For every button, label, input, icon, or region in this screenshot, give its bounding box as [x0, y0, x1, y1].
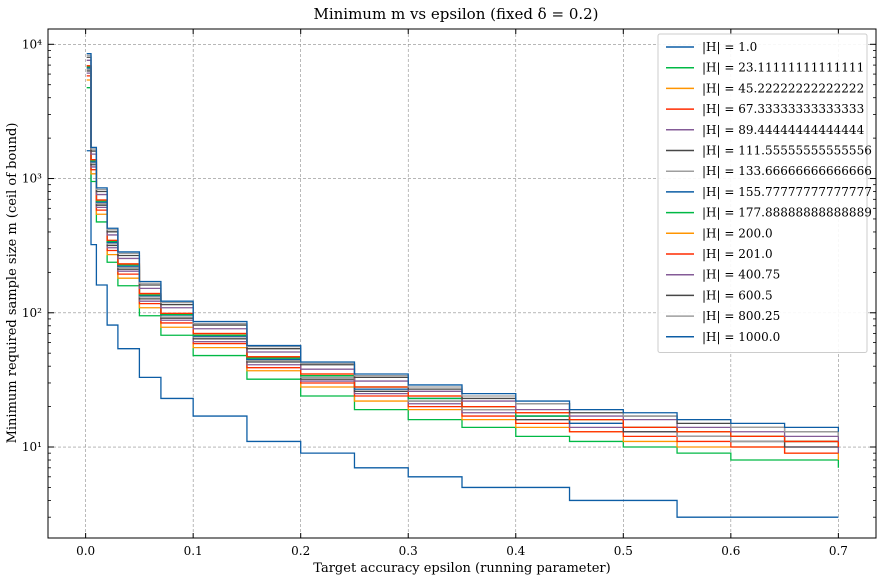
legend-label: |H| = 201.0 — [702, 247, 773, 261]
x-tick-label: 0.3 — [399, 544, 418, 558]
legend-label: |H| = 400.75 — [702, 268, 780, 282]
legend-label: |H| = 67.33333333333333 — [702, 102, 864, 116]
plot-frame — [47, 28, 877, 539]
y-axis-label: Minimum required sample size m (ceil of … — [5, 123, 20, 444]
series-line-5 — [86, 70, 839, 448]
series-line-2 — [86, 79, 840, 461]
series-line-14 — [86, 52, 840, 432]
legend-label: |H| = 111.55555555555556 — [702, 144, 872, 158]
y-tick-label: 10⁴ — [22, 37, 42, 51]
x-tick-label: 0.0 — [76, 544, 95, 558]
chart-title: Minimum m vs epsilon (fixed δ = 0.2) — [313, 5, 598, 23]
legend-label: |H| = 177.88888888888889 — [702, 206, 872, 220]
x-tick-label: 0.7 — [829, 544, 848, 558]
legend-label: |H| = 600.5 — [702, 288, 773, 302]
legend-box — [657, 33, 868, 353]
legend-label: |H| = 155.77777777777777 — [702, 185, 872, 199]
x-tick-label: 0.4 — [506, 544, 525, 558]
legend-label: |H| = 45.22222222222222 — [702, 81, 864, 95]
legend-label: |H| = 133.66666666666666 — [702, 164, 872, 178]
y-tick-label: 10³ — [22, 172, 42, 186]
legend-label: |H| = 89.44444444444444 — [702, 123, 865, 137]
legend-label: |H| = 800.25 — [702, 309, 780, 323]
x-tick-label: 0.1 — [184, 544, 203, 558]
legend-label: |H| = 1000.0 — [702, 330, 780, 344]
legend-label: |H| = 200.0 — [702, 226, 773, 240]
ticks: 0.0 0.1 0.2 0.3 0.4 0.5 0.6 0.7 10¹ 10² 10³ 10⁴ — [22, 29, 876, 558]
x-tick-label: 0.6 — [721, 544, 740, 558]
legend: |H| = 1.0 |H| = 23.11111111111111 |H| = 45… — [657, 33, 872, 353]
series-line-3 — [86, 75, 839, 454]
y-tick-label: 10¹ — [22, 440, 42, 454]
series-line-0 — [86, 150, 839, 518]
x-tick-label: 0.5 — [614, 544, 633, 558]
legend-label: |H| = 1.0 — [702, 40, 757, 54]
y-tick-label: 10² — [22, 306, 42, 320]
x-tick-label: 0.2 — [291, 544, 310, 558]
x-axis-label: Target accuracy epsilon (running paramet… — [313, 561, 610, 576]
legend-label: |H| = 23.11111111111111 — [702, 61, 864, 75]
series-layer — [86, 52, 840, 518]
series-line-1 — [86, 87, 840, 468]
